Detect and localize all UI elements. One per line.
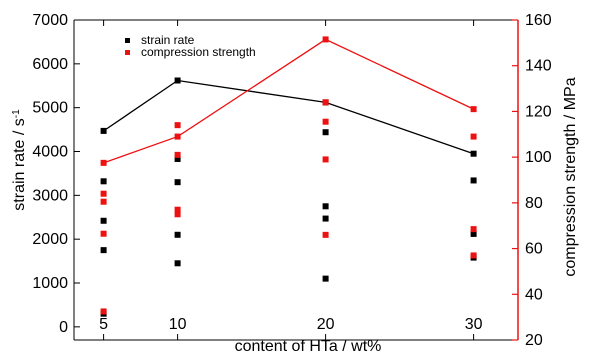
data-point-compression-strength [322, 99, 329, 106]
legend: strain rate compression strength [125, 33, 256, 59]
data-point-compression-strength [174, 151, 181, 158]
series-lines [103, 38, 474, 164]
data-point-strain-rate [174, 155, 181, 162]
y-right-tick-label: 40 [525, 286, 543, 303]
data-point-strain-rate [174, 231, 181, 238]
data-point-strain-rate [322, 215, 329, 222]
data-point-compression-strength [174, 206, 181, 213]
y-left-tick-label: 1000 [32, 275, 68, 292]
y-right-tick-label: 60 [525, 241, 543, 258]
data-point-compression-strength [100, 308, 107, 315]
data-point-strain-rate [100, 127, 107, 134]
y-left-tick-label: 3000 [32, 187, 68, 204]
data-point-strain-rate [100, 247, 107, 254]
legend-label-compression-strength: compression strength [141, 45, 256, 59]
data-point-strain-rate [322, 129, 329, 136]
data-point-strain-rate [470, 177, 477, 184]
data-point-compression-strength [470, 133, 477, 140]
x-tick-label: 10 [169, 316, 187, 333]
series-line-compression-strength [103, 38, 474, 164]
y-right-tick-label: 20 [525, 332, 543, 349]
y-left-axis-title-superscript: -1 [11, 109, 22, 118]
data-points [100, 36, 477, 317]
data-point-compression-strength [470, 106, 477, 113]
y-right-axis-title: compression strength / MPa [562, 77, 579, 276]
y-right-tick-label: 100 [525, 149, 552, 166]
y-left-tick-label: 4000 [32, 144, 68, 161]
data-point-compression-strength [100, 230, 107, 237]
y-right-tick-label: 80 [525, 195, 543, 212]
data-point-compression-strength [100, 198, 107, 205]
y-left-tick-label: 5000 [32, 100, 68, 117]
data-point-compression-strength [322, 156, 329, 163]
x-axis-title: content of HTa / wt% [235, 338, 382, 355]
data-point-compression-strength [322, 36, 329, 43]
y-right-tick-label: 160 [525, 12, 552, 29]
data-point-compression-strength [322, 118, 329, 125]
data-point-compression-strength [174, 133, 181, 140]
data-point-strain-rate [100, 217, 107, 224]
y-right-tick-label: 140 [525, 58, 552, 75]
data-point-compression-strength [174, 211, 181, 218]
data-point-strain-rate [470, 230, 477, 237]
data-point-strain-rate [100, 178, 107, 185]
y-right-tick-label: 120 [525, 103, 552, 120]
x-tick-label: 5 [99, 316, 108, 333]
data-point-compression-strength [470, 252, 477, 259]
axis-ticks: 5 10 20 30 0 1000 2000 3000 4000 5000 6000 7000 20 40… [32, 12, 551, 349]
series-line-strain-rate [103, 79, 474, 155]
legend-label-strain-rate: strain rate [141, 33, 195, 47]
y-left-tick-label: 7000 [32, 12, 68, 29]
data-point-compression-strength [174, 122, 181, 129]
data-point-strain-rate [322, 275, 329, 282]
y-left-axis-title: strain rate / s-1 [11, 109, 29, 211]
data-point-compression-strength [100, 159, 107, 166]
data-point-strain-rate [174, 179, 181, 186]
data-point-strain-rate [470, 150, 477, 157]
legend-marker-strain-rate [125, 38, 130, 43]
y-left-axis-title-text: strain rate / s [11, 118, 28, 210]
data-point-strain-rate [174, 260, 181, 267]
data-point-compression-strength [322, 231, 329, 238]
plot-frame [73, 19, 519, 341]
y-left-tick-label: 0 [59, 319, 68, 336]
y-left-tick-label: 2000 [32, 231, 68, 248]
x-tick-label: 20 [317, 316, 335, 333]
data-point-compression-strength [100, 190, 107, 197]
x-tick-label: 30 [465, 316, 483, 333]
data-point-strain-rate [174, 77, 181, 84]
y-left-tick-label: 6000 [32, 56, 68, 73]
legend-marker-compression-strength [125, 50, 130, 55]
data-point-compression-strength [470, 226, 477, 233]
data-point-strain-rate [322, 203, 329, 210]
